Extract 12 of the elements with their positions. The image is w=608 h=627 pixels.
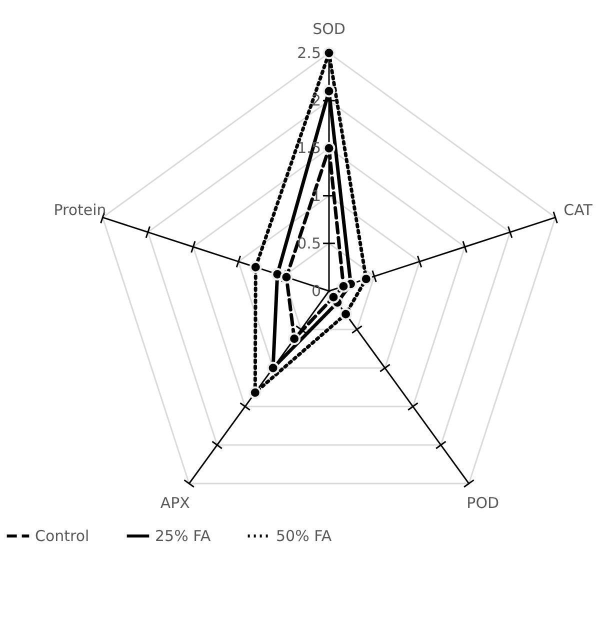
legend-label: 50% FA bbox=[276, 527, 332, 545]
spoke-label: Protein bbox=[54, 201, 106, 220]
y-tick-label: 0 bbox=[311, 282, 321, 300]
spoke-label: CAT bbox=[564, 201, 594, 220]
spoke-label: APX bbox=[160, 494, 190, 512]
spoke-label: SOD bbox=[312, 20, 346, 38]
spoke-label: POD bbox=[466, 494, 500, 512]
y-tick-label: 2 bbox=[311, 92, 321, 110]
legend-label: Control bbox=[35, 527, 90, 545]
legend-label: 25% FA bbox=[155, 527, 212, 545]
y-tick-label: 1 bbox=[311, 186, 321, 205]
y-tick-label: 2.5 bbox=[297, 44, 321, 62]
